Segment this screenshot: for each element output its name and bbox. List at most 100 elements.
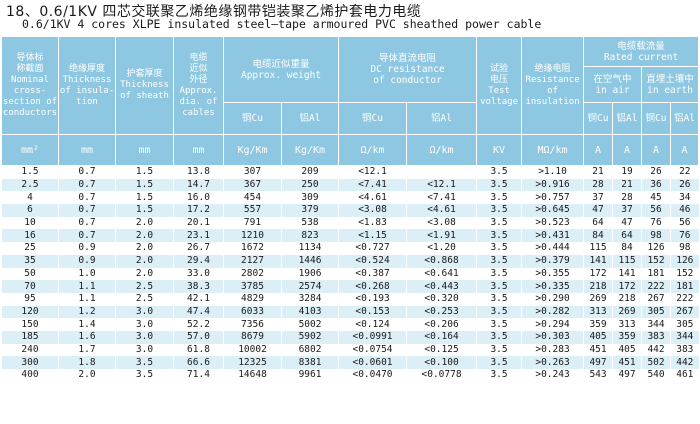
table-cell: 269: [583, 292, 613, 306]
table-cell: 47: [583, 204, 613, 217]
table-cell: 1.7: [58, 343, 116, 357]
table-cell: 3.0: [115, 318, 174, 331]
table-cell: 47: [612, 216, 642, 230]
table-cell: 497: [583, 356, 613, 369]
table-cell: 1.5: [115, 165, 174, 179]
table-cell: 383: [641, 330, 671, 344]
table-cell: >0.523: [521, 216, 584, 230]
table-cell: 540: [641, 369, 671, 382]
table-cell: 98: [641, 229, 671, 243]
table-cell: [406, 165, 477, 179]
header-line: cables: [182, 107, 215, 118]
unit-cell: Kg/Km: [223, 134, 282, 166]
table-cell: <7.41: [338, 178, 407, 192]
table-row: 50 1.0 2.0 33.0 2802 1906 <0.387 <0.641 3.5 >0.35…: [1, 267, 699, 281]
header-line: of insula-: [59, 85, 115, 96]
table-cell: >0.294: [521, 318, 584, 331]
header-line: Approx. weight: [240, 69, 322, 81]
table-cell: 8679: [223, 330, 282, 344]
table-cell: 3.5: [476, 191, 522, 205]
table-cell: <3.08: [406, 216, 477, 230]
header-air-al: 铝Al: [612, 102, 643, 135]
unit-cell: KV: [476, 134, 523, 166]
table-row: 1.5 0.7 1.5 13.8 307 209 <12.1 3.5 >1.10 21 19 26 22: [1, 165, 699, 179]
header-line: 称截面: [16, 63, 44, 74]
table-cell: 3.0: [115, 330, 174, 344]
header-line: in air: [595, 84, 630, 96]
header-line: 导体直流电阻: [379, 53, 437, 64]
table-cell: 543: [583, 369, 613, 382]
unit-cell: A: [641, 134, 672, 166]
table-cell: >0.379: [521, 254, 584, 268]
table-cell: 1906: [280, 267, 339, 281]
table-row: 35 0.9 2.0 29.4 2127 1446 <0.524 <0.868 3.5 >0.37…: [1, 254, 699, 268]
table-cell: <1.83: [338, 216, 407, 230]
table-cell: 22: [670, 165, 699, 179]
table-cell: <0.0601: [338, 356, 407, 369]
header-line: 绝缘电阻: [534, 63, 571, 74]
table-cell: 185: [1, 330, 59, 344]
table-cell: 400: [1, 369, 59, 382]
table-cell: 23.1: [173, 229, 224, 243]
header-line: 电缆: [189, 52, 208, 63]
unit-cell: MΩ/km: [521, 134, 585, 166]
table-cell: 3.0: [115, 305, 174, 319]
table-cell: 3.5: [476, 369, 522, 382]
table-cell: 7356: [223, 318, 282, 331]
unit-cell: A: [670, 134, 700, 166]
table-cell: 1.1: [58, 292, 116, 306]
table-cell: <0.253: [406, 305, 477, 319]
table-cell: 3.5: [476, 305, 522, 319]
table-row: 150 1.4 3.0 52.2 7356 5002 <0.124 <0.206 3.5 >0.2…: [1, 318, 699, 331]
header-line: section of: [2, 96, 58, 107]
table-cell: 309: [280, 191, 339, 205]
header-line: insulation: [525, 96, 580, 107]
header-line: 近似: [189, 63, 208, 74]
table-cell: 0.7: [58, 178, 116, 192]
table-cell: 3.5: [476, 318, 522, 331]
table-cell: <4.61: [338, 191, 407, 205]
table-row: 70 1.1 2.5 38.3 3785 2574 <0.268 <0.443 3.5 >0.33…: [1, 280, 699, 293]
table-cell: <12.1: [338, 165, 407, 179]
table-cell: 359: [612, 330, 642, 344]
table-cell: <7.41: [406, 191, 477, 205]
table-cell: 218: [612, 292, 642, 306]
table-cell: <3.08: [338, 204, 407, 217]
table-cell: 1134: [280, 242, 339, 255]
table-cell: 3284: [280, 292, 339, 306]
table-cell: 461: [670, 369, 699, 382]
table-cell: 21: [583, 165, 613, 179]
table-cell: 28: [583, 178, 613, 192]
table-cell: 126: [670, 254, 699, 268]
header-resistance: 导体直流电阻 DC resistance of conductor: [338, 36, 478, 103]
table-cell: >0.444: [521, 242, 584, 255]
table-cell: 1.2: [58, 305, 116, 319]
table-cell: 4829: [223, 292, 282, 306]
table-cell: 222: [641, 280, 671, 293]
header-nominal: 导体标 称截面 Nominal cross-section of conductors: [1, 36, 59, 135]
table-cell: 26: [641, 165, 671, 179]
table-cell: 19: [612, 165, 642, 179]
table-cell: 84: [612, 242, 642, 255]
table-cell: 313: [583, 305, 613, 319]
table-cell: 37: [583, 191, 613, 205]
table-cell: 0.9: [58, 242, 116, 255]
header-line: 试验: [490, 63, 509, 74]
unit-cell: mm: [115, 134, 174, 166]
table-cell: <0.0991: [338, 330, 407, 344]
table-cell: 3.5: [476, 178, 522, 192]
header-line: 外径: [189, 74, 208, 85]
table-cell: 42.1: [173, 292, 224, 306]
table-cell: 2.5: [115, 280, 174, 293]
unit-cell: Kg/Km: [280, 134, 340, 166]
table-cell: 45: [641, 191, 671, 205]
table-cell: <1.91: [406, 229, 477, 243]
table-cell: >0.243: [521, 369, 584, 382]
table-cell: 2.0: [115, 267, 174, 281]
table-cell: 2.0: [115, 216, 174, 230]
table-cell: 8381: [280, 356, 339, 369]
table-cell: 98: [670, 242, 699, 255]
table-cell: 70: [1, 280, 59, 293]
table-cell: <0.443: [406, 280, 477, 293]
header-line: Resistance: [525, 74, 580, 85]
